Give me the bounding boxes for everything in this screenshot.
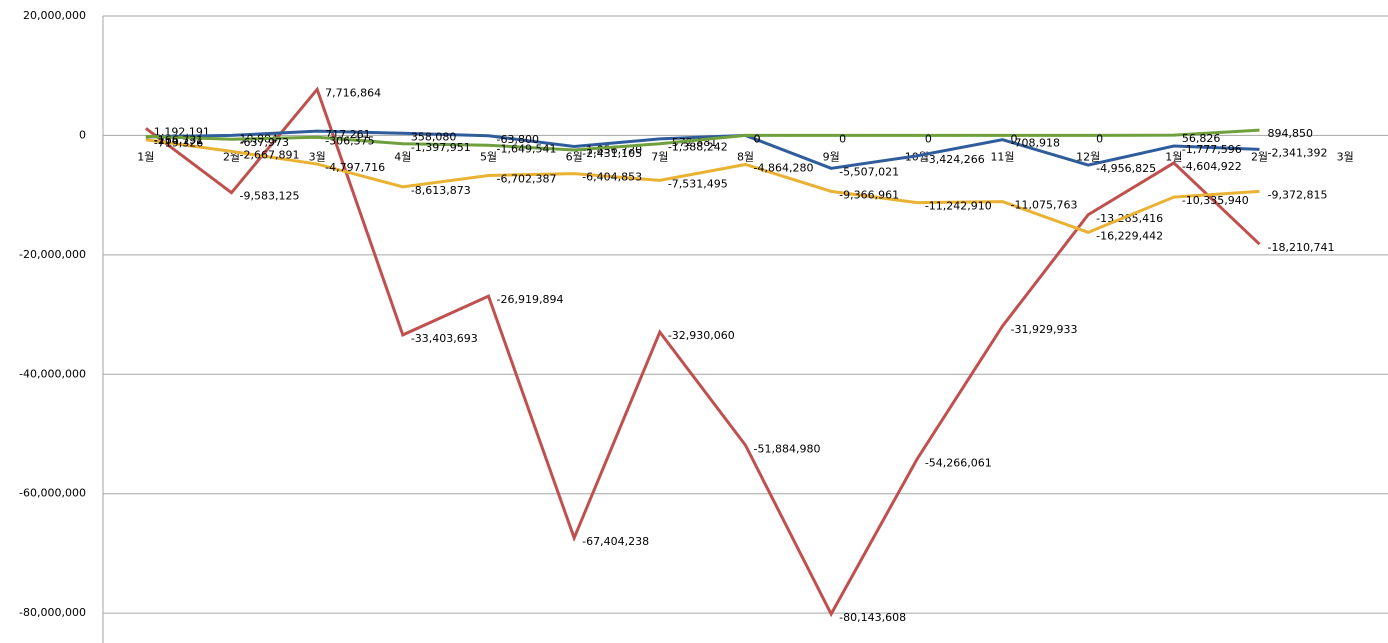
data-label: -2,341,392 bbox=[1268, 146, 1328, 159]
series-line bbox=[145, 128, 1260, 152]
y-tick-label: -20,000,000 bbox=[19, 248, 86, 261]
data-label: 7,716,864 bbox=[325, 86, 381, 99]
y-tick-label: -40,000,000 bbox=[19, 367, 86, 380]
data-label: -1,388,242 bbox=[668, 141, 728, 154]
x-tick-label: 2월 bbox=[1251, 150, 1268, 163]
data-label: -9,583,125 bbox=[240, 190, 300, 203]
x-tick-label: 3월 bbox=[309, 150, 326, 163]
series-line bbox=[145, 129, 1260, 170]
data-label: -306,375 bbox=[325, 134, 374, 147]
data-label: 0 bbox=[1096, 132, 1103, 145]
data-label: -637,973 bbox=[240, 136, 289, 149]
x-tick-label: 4월 bbox=[394, 150, 411, 163]
data-label: -11,075,763 bbox=[1011, 199, 1078, 212]
data-label: 56,826 bbox=[1182, 132, 1221, 145]
data-label: -1,777,596 bbox=[1182, 143, 1242, 156]
data-label: -51,884,980 bbox=[754, 442, 821, 455]
data-label: -6,702,387 bbox=[497, 172, 557, 185]
data-label: -80,143,608 bbox=[839, 611, 906, 624]
data-label: -1,649,541 bbox=[497, 142, 557, 155]
y-tick-label: -60,000,000 bbox=[19, 487, 86, 500]
data-label: -708,918 bbox=[1011, 137, 1060, 150]
data-label: -4,864,280 bbox=[754, 161, 814, 174]
data-label: -4,956,825 bbox=[1096, 162, 1156, 175]
data-label: -8,613,873 bbox=[411, 184, 471, 197]
x-tick-label: 11월 bbox=[990, 150, 1014, 163]
y-tick-label: 0 bbox=[79, 128, 86, 141]
data-label: -2,667,891 bbox=[240, 148, 300, 161]
data-label: -166,731 bbox=[154, 133, 203, 146]
data-label: -26,919,894 bbox=[497, 293, 564, 306]
data-label: -67,404,238 bbox=[582, 535, 649, 548]
data-label: -1,397,951 bbox=[411, 141, 471, 154]
data-label: -9,366,961 bbox=[839, 188, 899, 201]
x-tick-label: 9월 bbox=[823, 150, 840, 163]
data-label: 0 bbox=[754, 132, 761, 145]
data-label: -3,424,266 bbox=[925, 153, 985, 166]
x-tick-label: 12월 bbox=[1076, 150, 1100, 163]
x-tick-label: 8월 bbox=[737, 150, 754, 163]
data-label: -2,431,105 bbox=[582, 147, 642, 160]
data-label: -5,507,021 bbox=[839, 165, 899, 178]
data-label: 894,850 bbox=[1268, 127, 1314, 140]
data-label: -7,531,495 bbox=[668, 177, 728, 190]
data-label: 0 bbox=[754, 132, 761, 145]
x-tick-label: 5월 bbox=[480, 150, 497, 163]
data-label: -719,326 bbox=[154, 137, 203, 150]
x-tick-label: 1월 bbox=[1165, 150, 1182, 163]
data-label: -10,335,940 bbox=[1182, 194, 1249, 207]
series-line bbox=[144, 86, 1261, 618]
data-label: -4,797,716 bbox=[325, 161, 385, 174]
data-label: -6,404,853 bbox=[582, 171, 642, 184]
x-tick-label: 6월 bbox=[566, 150, 583, 163]
y-tick-label: -80,000,000 bbox=[19, 606, 86, 619]
data-label: 0 bbox=[839, 132, 846, 145]
data-label: 358,080 bbox=[411, 130, 457, 143]
data-label: -33,403,693 bbox=[411, 332, 478, 345]
y-tick-label: 20,000,000 bbox=[23, 9, 86, 22]
data-label: -4,604,922 bbox=[1182, 160, 1242, 173]
data-label: -9,372,815 bbox=[1268, 188, 1328, 201]
x-tick-label: 1월 bbox=[137, 150, 154, 163]
x-tick-label: 7월 bbox=[651, 150, 668, 163]
data-label: 0 bbox=[1011, 132, 1018, 145]
x-tick-label: 2월 bbox=[223, 150, 240, 163]
data-label: -63,800 bbox=[497, 133, 539, 146]
data-label: -18,210,741 bbox=[1268, 241, 1335, 254]
data-label: -16,229,442 bbox=[1096, 229, 1163, 242]
data-label: 0 bbox=[925, 132, 932, 145]
data-label: -11,242,910 bbox=[925, 200, 992, 213]
data-label: -31,929,933 bbox=[1011, 323, 1078, 336]
data-label: -32,930,060 bbox=[668, 329, 735, 342]
series-line bbox=[145, 138, 1260, 234]
x-tick-label: 3월 bbox=[1337, 150, 1354, 163]
data-label: -54,266,061 bbox=[925, 456, 992, 469]
